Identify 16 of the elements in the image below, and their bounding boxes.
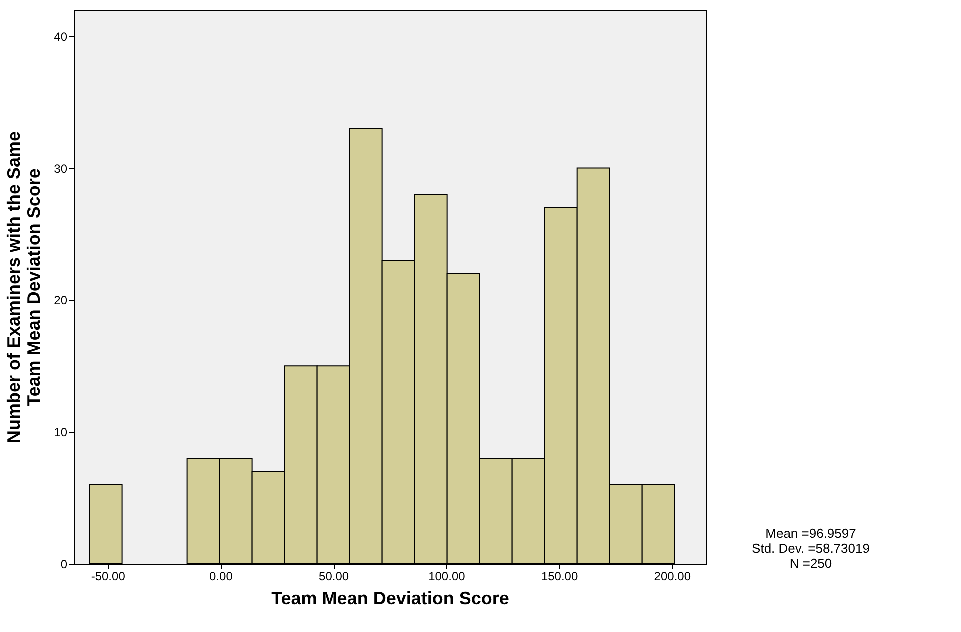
x-tick-label: 150.00	[541, 570, 578, 584]
x-tick-label: 0.00	[210, 570, 234, 584]
y-tick-label: 30	[54, 162, 68, 176]
y-axis-title: Number of Examiners with the Same Team Mean Deviation Score	[4, 131, 44, 444]
text: Std. Dev. =58.73019	[752, 541, 870, 556]
x-tick-label: 200.00	[654, 570, 692, 584]
text: Mean =96.9597	[766, 526, 856, 541]
y-tick-label: 10	[54, 426, 68, 440]
x-tick-label: 100.00	[428, 570, 466, 584]
y-tick-label: 0	[60, 558, 68, 572]
y-tick-label: 20	[54, 294, 68, 308]
x-axis-title: Team Mean Deviation Score	[272, 588, 510, 608]
text: N =250	[790, 556, 832, 571]
x-tick-label: -50.00	[91, 570, 126, 584]
x-tick-label: 50.00	[319, 570, 350, 584]
y-tick-label: 40	[54, 30, 68, 44]
